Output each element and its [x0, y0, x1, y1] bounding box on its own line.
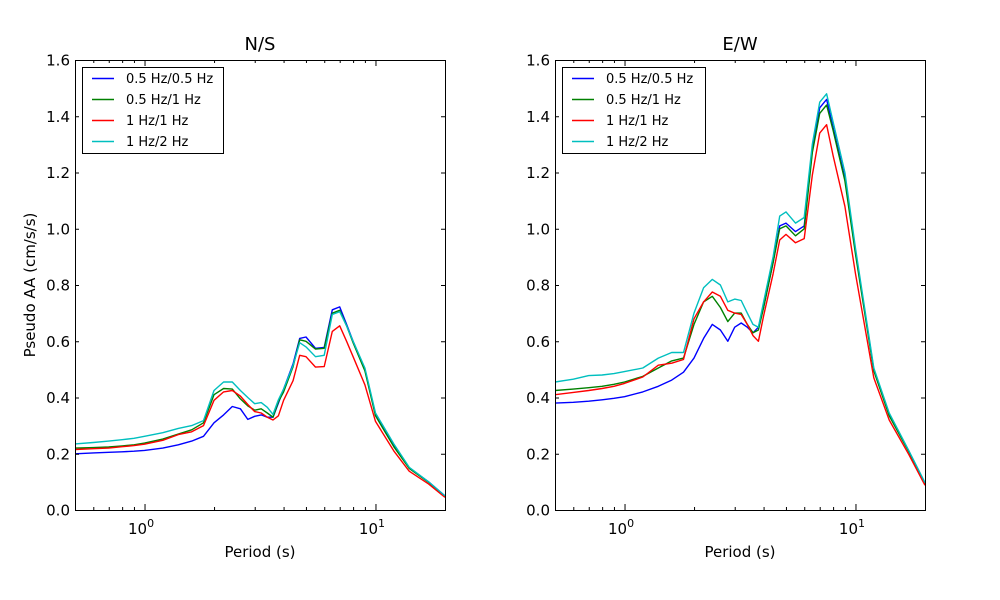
- legend: 0.5 Hz/0.5 Hz 0.5 Hz/1 Hz 1 Hz/1 Hz 1 Hz…: [82, 67, 224, 154]
- y-tick-label: 0.0: [526, 502, 550, 520]
- legend-entry: 1 Hz/1 Hz: [92, 114, 189, 129]
- legend-entry: 0.5 Hz/1 Hz: [572, 93, 681, 108]
- legend-entry: 1 Hz/1 Hz: [572, 114, 669, 129]
- y-tick-label: 1.6: [46, 52, 70, 70]
- legend-label: 1 Hz/1 Hz: [126, 114, 189, 129]
- chart-panel-ns: 0.0 0.2 0.4 0.6 0.8 1.0 1.2 1.4 1.6 100 101 N/S Pe…: [21, 34, 446, 561]
- legend-label: 1 Hz/1 Hz: [606, 114, 669, 129]
- legend-label: 0.5 Hz/1 Hz: [606, 93, 681, 108]
- x-tick-label: 101: [359, 517, 385, 538]
- y-tick-label: 1.4: [46, 108, 70, 126]
- y-tick-label: 1.0: [46, 220, 70, 238]
- y-axis-label: Pseudo AA (cm/s/s): [21, 213, 39, 358]
- legend: 0.5 Hz/0.5 Hz 0.5 Hz/1 Hz 1 Hz/1 Hz 1 Hz…: [562, 67, 706, 154]
- x-tick-label: 100: [608, 517, 634, 538]
- legend-box: [562, 67, 706, 154]
- chart-title: N/S: [245, 34, 276, 55]
- y-tick-label: 0.6: [46, 333, 70, 351]
- y-tick-label: 0.4: [526, 389, 550, 407]
- series-line-4: [555, 93, 925, 484]
- y-tick-label: 1.2: [526, 164, 550, 182]
- legend-entry: 0.5 Hz/0.5 Hz: [92, 72, 213, 87]
- y-tick-label: 0.0: [46, 502, 70, 520]
- legend-label: 1 Hz/2 Hz: [606, 135, 669, 150]
- y-tick-label: 1.2: [46, 164, 70, 182]
- x-tick-label: 100: [128, 517, 154, 538]
- legend-label: 1 Hz/2 Hz: [126, 135, 189, 150]
- series-line-3: [555, 123, 925, 486]
- legend-entry: 1 Hz/2 Hz: [92, 135, 189, 150]
- x-axis-label: Period (s): [224, 543, 295, 561]
- x-tick-label: 101: [839, 517, 865, 538]
- legend-box: [82, 67, 224, 154]
- legend-label: 0.5 Hz/1 Hz: [126, 93, 201, 108]
- legend-entry: 0.5 Hz/1 Hz: [92, 93, 201, 108]
- y-tick-label: 0.4: [46, 389, 70, 407]
- y-tick-label: 0.2: [526, 445, 550, 463]
- series-line-4: [75, 311, 445, 497]
- y-tick-label: 0.6: [526, 333, 550, 351]
- series-line-3: [75, 325, 445, 498]
- y-tick-label: 0.8: [526, 277, 550, 295]
- y-tick-label: 0.2: [46, 445, 70, 463]
- y-tick-label: 1.4: [526, 108, 550, 126]
- y-tick-label: 1.6: [526, 52, 550, 70]
- legend-entry: 0.5 Hz/0.5 Hz: [572, 72, 693, 87]
- x-axis-label: Period (s): [704, 543, 775, 561]
- chart-title: E/W: [722, 34, 757, 55]
- legend-label: 0.5 Hz/0.5 Hz: [606, 72, 693, 87]
- chart-panel-ew: 0.0 0.2 0.4 0.6 0.8 1.0 1.2 1.4 1.6 100 101 E/W Pe…: [526, 34, 926, 561]
- y-tick-label: 1.0: [526, 220, 550, 238]
- legend-label: 0.5 Hz/0.5 Hz: [126, 72, 213, 87]
- y-tick-label: 0.8: [46, 277, 70, 295]
- legend-entry: 1 Hz/2 Hz: [572, 135, 669, 150]
